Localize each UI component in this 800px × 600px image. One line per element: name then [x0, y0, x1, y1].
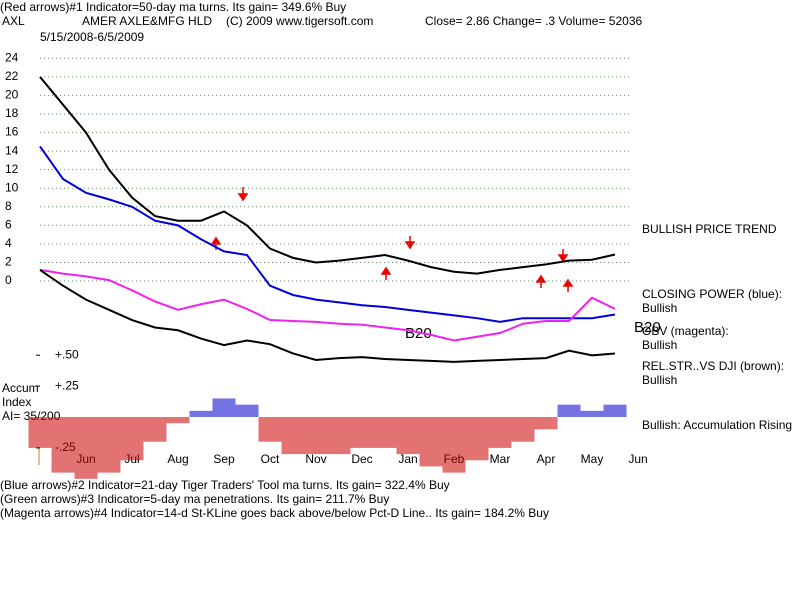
chart-title: AMER AXLE&MFG HLD [82, 14, 212, 28]
accum-bar [557, 404, 581, 417]
accum-bar [396, 417, 420, 455]
accum-bar [580, 410, 604, 417]
annotation: Bullish [642, 301, 677, 315]
y-tick-label: 0 [5, 273, 12, 287]
accum-bar [28, 417, 52, 448]
quote: Close= 2.86 Change= .3 Volume= 52036 [425, 14, 642, 28]
accum-bar [258, 417, 282, 442]
date-range: 5/15/2008-6/5/2009 [40, 30, 144, 44]
y-tick-label: 22 [5, 69, 19, 83]
b20-label: B20 [634, 319, 661, 336]
y-tick-label: 8 [5, 199, 12, 213]
accum-bar [442, 417, 466, 473]
accum-bar [143, 417, 167, 442]
x-tick-label: Aug [167, 452, 188, 466]
x-tick-label: Mar [490, 452, 511, 466]
series-line [39, 268, 616, 342]
accum-bar [281, 417, 305, 455]
accum-bar [74, 417, 98, 479]
y-tick-label: 10 [5, 180, 19, 194]
y-tick-label: 18 [5, 106, 19, 120]
accum-bar [373, 417, 397, 448]
annotation: Bullish [642, 338, 677, 352]
footer-note: (Green arrows)#3 Indicator=5-day ma pene… [0, 492, 389, 506]
ticker: AXL [2, 14, 25, 28]
footer-note: (Magenta arrows)#4 Indicator=14-d St-KLi… [0, 506, 549, 520]
y-tick-label: 6 [5, 218, 12, 232]
b20-label: B20 [405, 325, 432, 342]
x-tick-label: Apr [537, 452, 556, 466]
y-tick-label: 14 [5, 143, 19, 157]
accum-bar [603, 404, 627, 417]
accum-bar [511, 417, 535, 442]
series-line [39, 145, 616, 323]
annotation: OBV (magenta): [642, 324, 729, 338]
annotation: REL.STR..VS DJI (brown): [642, 359, 784, 373]
x-tick-label: Nov [305, 452, 326, 466]
accum-tick-label: +.25 [55, 378, 79, 392]
annotation: Bullish: Accumulation Rising [642, 418, 792, 432]
accum-bar [97, 417, 121, 473]
accum-tick-label: +.50 [55, 347, 79, 361]
header-note: (Red arrows)#1 Indicator=50-day ma turns… [0, 0, 346, 14]
accum-bar [212, 398, 236, 417]
footer-note: (Blue arrows)#2 Indicator=21-day Tiger T… [0, 478, 450, 492]
accum-bar [327, 417, 351, 455]
accum-bar [51, 417, 75, 473]
accum-bar [419, 417, 443, 467]
accum-label: Accum [2, 381, 39, 395]
accum-bar [120, 417, 144, 461]
annotation: BULLISH PRICE TREND [642, 222, 777, 236]
accum-label: Index [2, 395, 31, 409]
accum-bar [235, 404, 259, 417]
x-tick-label: Oct [261, 452, 280, 466]
y-tick-label: 16 [5, 125, 19, 139]
y-tick-label: 2 [5, 255, 12, 269]
accum-bar [488, 417, 512, 448]
x-tick-label: Jan [398, 452, 417, 466]
series-line [39, 269, 616, 363]
x-tick-label: Dec [351, 452, 372, 466]
y-tick-label: 12 [5, 162, 19, 176]
accum-bar [534, 417, 558, 430]
accum-bar [465, 417, 489, 461]
annotation: CLOSING POWER (blue): [642, 287, 782, 301]
series-line [39, 76, 616, 275]
x-tick-label: May [581, 452, 604, 466]
copyright: (C) 2009 www.tigersoft.com [226, 14, 373, 28]
accum-bar [189, 410, 213, 417]
y-tick-label: 24 [5, 50, 19, 64]
x-tick-label: Jun [628, 452, 647, 466]
accum-bar [304, 417, 328, 455]
annotation: Bullish [642, 373, 677, 387]
x-tick-label: Sep [213, 452, 235, 466]
y-tick-label: 20 [5, 88, 19, 102]
signal-arrows [210, 187, 574, 292]
y-tick-label: 4 [5, 236, 12, 250]
accum-bar [350, 417, 374, 448]
accum-bar [166, 417, 190, 424]
